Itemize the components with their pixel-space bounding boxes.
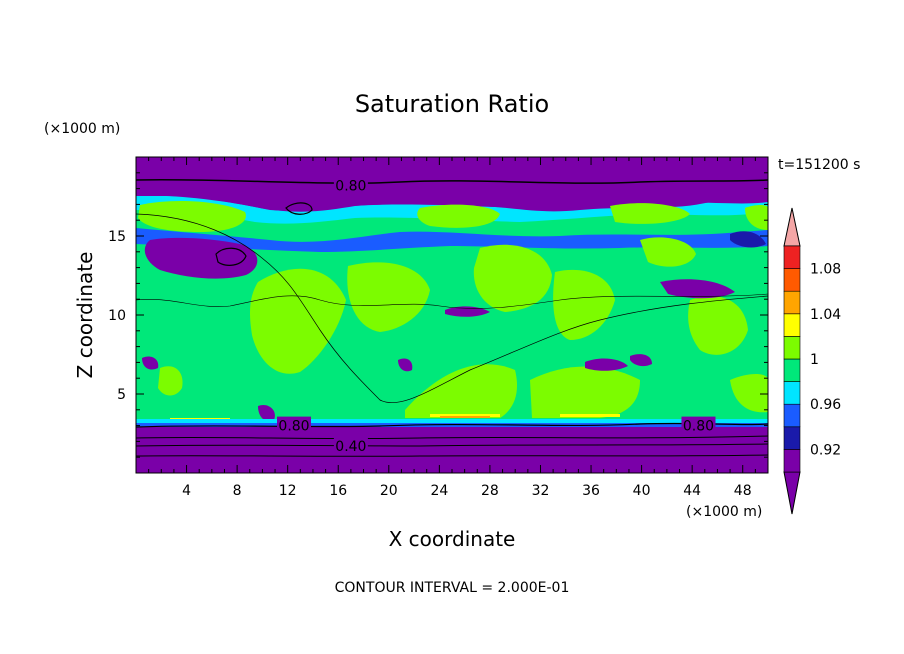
field-lime-island bbox=[417, 204, 500, 228]
contour-line-060 bbox=[135, 435, 769, 440]
field-blue-speck bbox=[730, 231, 766, 248]
y-tick-label: 15 bbox=[108, 229, 126, 245]
contour-line-wiggle bbox=[135, 213, 769, 404]
x-tick-label: 32 bbox=[532, 483, 550, 499]
field-lime-island bbox=[610, 203, 690, 224]
y-tick-label: 5 bbox=[117, 387, 126, 403]
x-tick-label: 28 bbox=[481, 483, 499, 499]
field-purple-speck bbox=[142, 356, 159, 370]
contour-line-closed bbox=[285, 202, 313, 215]
field-purple-band-top bbox=[136, 157, 768, 212]
colorbar-under-arrow bbox=[783, 471, 801, 515]
x-tick-label: 20 bbox=[380, 483, 398, 499]
field-lime-island bbox=[250, 268, 346, 374]
field-purple-speck bbox=[585, 358, 628, 371]
contour-line-040 bbox=[135, 443, 769, 447]
contour-line-closed bbox=[215, 247, 247, 266]
colorbar-swatch bbox=[783, 358, 801, 382]
field-purple-speck bbox=[660, 279, 735, 299]
contour-label: 0.80 bbox=[278, 419, 309, 435]
x-axis-label: X coordinate bbox=[389, 527, 516, 551]
field-lime-island bbox=[640, 237, 696, 267]
field-lime-island bbox=[405, 364, 518, 418]
colorbar: 1.08 1.04 1 0.96 0.92 bbox=[783, 207, 841, 515]
colorbar-swatch bbox=[783, 313, 801, 337]
colorbar-swatch bbox=[783, 381, 801, 405]
contour-labels: 0.80 0.80 0.80 0.40 bbox=[277, 176, 716, 455]
y-unit-label: (×1000 m) bbox=[44, 121, 120, 137]
x-unit-label: (×1000 m) bbox=[686, 504, 762, 520]
field-lime-island bbox=[730, 374, 768, 413]
field-bottom-band bbox=[136, 427, 768, 473]
field-orange-strip bbox=[440, 416, 490, 418]
field-lime-island bbox=[347, 262, 430, 332]
x-tick-label: 36 bbox=[582, 483, 600, 499]
colorbar-swatch bbox=[783, 245, 801, 269]
x-tick-label: 16 bbox=[329, 483, 347, 499]
y-axis-label: Z coordinate bbox=[73, 252, 97, 379]
field-lime-island bbox=[688, 296, 748, 355]
field-lime-island bbox=[138, 200, 246, 232]
field-yellow-strip bbox=[430, 414, 500, 417]
contour-label-bg bbox=[333, 437, 368, 454]
field-purple-speck bbox=[258, 404, 275, 422]
colorbar-label: 1.04 bbox=[810, 307, 841, 323]
y-tick-label: 10 bbox=[108, 308, 126, 324]
colorbar-swatch bbox=[783, 403, 801, 428]
contour-line-wiggle bbox=[135, 293, 769, 309]
colorbar-swatch bbox=[783, 449, 801, 473]
field-blue-band bbox=[136, 228, 768, 252]
chart-title: Saturation Ratio bbox=[355, 90, 549, 118]
colorbar-swatch bbox=[783, 336, 801, 360]
field-purple-speck bbox=[630, 354, 652, 367]
contour-interval-footer: CONTOUR INTERVAL = 2.000E-01 bbox=[335, 580, 570, 596]
field-lime-island bbox=[553, 269, 615, 340]
field-lime-island bbox=[158, 366, 183, 396]
field-cyan-lower-fringe bbox=[136, 419, 768, 423]
x-tick-label: 44 bbox=[683, 483, 701, 499]
contour-label: 0.40 bbox=[335, 439, 366, 455]
colorbar-over-arrow bbox=[783, 207, 801, 247]
x-tick-label: 8 bbox=[233, 483, 242, 499]
contour-line-080-top bbox=[135, 178, 769, 184]
contour-label-bg bbox=[333, 176, 368, 193]
x-tick-label: 24 bbox=[430, 483, 448, 499]
x-tick-label: 12 bbox=[279, 483, 297, 499]
contour-label: 0.80 bbox=[335, 178, 366, 194]
contour-line-020 bbox=[135, 454, 769, 457]
x-tick-label: 4 bbox=[182, 483, 191, 499]
colorbar-label: 1.08 bbox=[810, 262, 841, 278]
field-purple-speck bbox=[398, 358, 413, 372]
contour-label-bg bbox=[277, 416, 311, 433]
x-tick-label: 40 bbox=[633, 483, 651, 499]
colorbar-label: 0.92 bbox=[810, 442, 841, 458]
colorbar-swatch bbox=[783, 290, 801, 315]
time-label: t=151200 s bbox=[778, 157, 860, 173]
contour-field bbox=[136, 157, 768, 473]
contour-label-bg bbox=[681, 416, 716, 433]
field-lime-island bbox=[530, 366, 640, 418]
colorbar-swatch bbox=[783, 426, 801, 450]
colorbar-swatch bbox=[783, 268, 801, 292]
x-tick-label: 48 bbox=[734, 483, 752, 499]
contour-label: 0.80 bbox=[683, 419, 714, 435]
field-lime-island bbox=[745, 205, 768, 230]
colorbar-label: 0.96 bbox=[810, 397, 841, 413]
colorbar-label: 1 bbox=[810, 352, 819, 368]
field-lime-island bbox=[473, 244, 552, 312]
field-purple-speck bbox=[445, 306, 490, 317]
field-yellow-strip bbox=[560, 414, 620, 417]
